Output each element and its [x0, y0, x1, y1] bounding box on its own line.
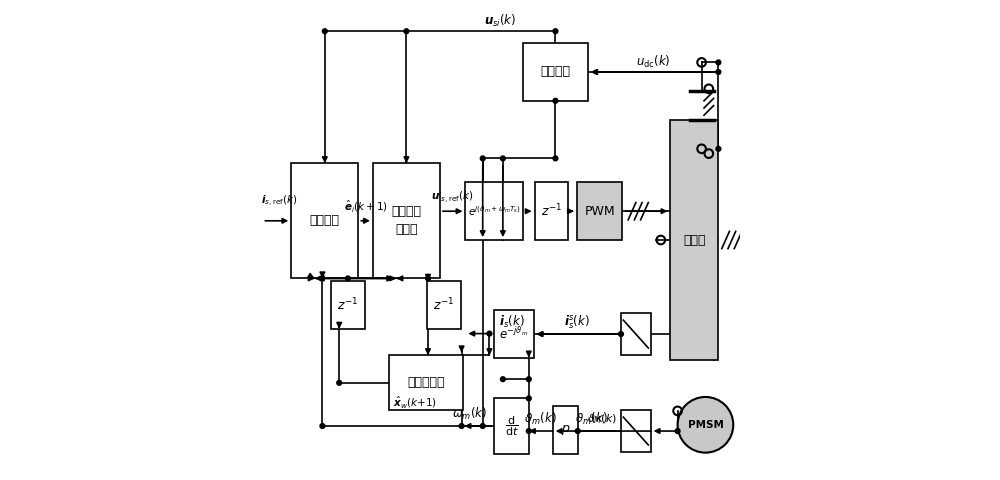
- Text: PMSM: PMSM: [688, 420, 723, 430]
- Bar: [621, 313, 651, 355]
- Circle shape: [553, 98, 558, 103]
- Bar: [331, 281, 365, 329]
- Text: $\hat{\boldsymbol{x}}_w(k{+}1)$: $\hat{\boldsymbol{x}}_w(k{+}1)$: [393, 394, 437, 410]
- Bar: [577, 182, 622, 240]
- Text: 预测模型: 预测模型: [310, 214, 340, 228]
- Text: PWM: PWM: [584, 204, 615, 218]
- Circle shape: [426, 276, 430, 281]
- Circle shape: [459, 423, 464, 428]
- Text: $e^{j(\vartheta_m+\omega_m T_s)}$: $e^{j(\vartheta_m+\omega_m T_s)}$: [468, 204, 521, 218]
- Text: $\boldsymbol{i}_s(k)$: $\boldsymbol{i}_s(k)$: [499, 313, 525, 330]
- Circle shape: [480, 423, 485, 428]
- Circle shape: [553, 156, 558, 161]
- Bar: [553, 406, 578, 454]
- Bar: [621, 410, 651, 452]
- Text: $\vartheta_m(k)$: $\vartheta_m(k)$: [575, 411, 608, 427]
- Text: $z^{-1}$: $z^{-1}$: [433, 297, 454, 313]
- Circle shape: [575, 429, 580, 433]
- Text: $\boldsymbol{u}_{si}(k)$: $\boldsymbol{u}_{si}(k)$: [484, 12, 516, 29]
- Bar: [389, 355, 463, 410]
- Text: $e^{-j\vartheta_m}$: $e^{-j\vartheta_m}$: [499, 325, 529, 342]
- Bar: [523, 43, 588, 101]
- Bar: [494, 398, 529, 454]
- Circle shape: [526, 429, 531, 433]
- Circle shape: [716, 70, 721, 74]
- Text: $\hat{\boldsymbol{e}}_i(k+1)$: $\hat{\boldsymbol{e}}_i(k+1)$: [344, 198, 388, 215]
- Text: $\boldsymbol{i}^s_s(k)$: $\boldsymbol{i}^s_s(k)$: [564, 313, 590, 331]
- Text: 代价函数
最小化: 代价函数 最小化: [391, 205, 421, 236]
- Circle shape: [716, 60, 721, 65]
- Circle shape: [320, 423, 325, 428]
- Circle shape: [322, 29, 327, 34]
- Text: $p$: $p$: [561, 422, 570, 437]
- Circle shape: [487, 331, 492, 336]
- Circle shape: [404, 29, 409, 34]
- Text: 逆变器: 逆变器: [683, 233, 706, 247]
- Circle shape: [716, 146, 721, 151]
- Text: $\vartheta_m(k)$: $\vartheta_m(k)$: [524, 411, 557, 427]
- Bar: [373, 163, 440, 278]
- Circle shape: [345, 276, 350, 281]
- Text: $z^{-1}$: $z^{-1}$: [541, 203, 562, 219]
- Text: $\boldsymbol{u}'_{s,\mathrm{ref}}(k)$: $\boldsymbol{u}'_{s,\mathrm{ref}}(k)$: [431, 189, 474, 204]
- Text: $\boldsymbol{i}_{s,\mathrm{ref}}(k)$: $\boldsymbol{i}_{s,\mathrm{ref}}(k)$: [261, 194, 298, 209]
- Bar: [535, 182, 568, 240]
- Text: $u_{\mathrm{dc}}(k)$: $u_{\mathrm{dc}}(k)$: [636, 54, 670, 71]
- Bar: [494, 310, 534, 358]
- Circle shape: [678, 397, 733, 453]
- Text: 扩张观测器: 扩张观测器: [407, 376, 445, 389]
- Circle shape: [480, 156, 485, 161]
- Text: $\dfrac{\mathrm{d}}{\mathrm{d}t}$: $\dfrac{\mathrm{d}}{\mathrm{d}t}$: [505, 414, 518, 438]
- Bar: [427, 281, 461, 329]
- Text: $\omega_m(k)$: $\omega_m(k)$: [452, 406, 487, 422]
- Bar: [291, 163, 358, 278]
- Circle shape: [500, 156, 505, 161]
- Circle shape: [553, 29, 558, 34]
- Circle shape: [500, 377, 505, 382]
- Text: $z^{-1}$: $z^{-1}$: [337, 297, 358, 313]
- Bar: [670, 120, 718, 360]
- Text: 矢量计算: 矢量计算: [540, 65, 570, 79]
- Circle shape: [337, 380, 342, 385]
- Circle shape: [526, 396, 531, 401]
- Circle shape: [526, 377, 531, 382]
- Circle shape: [675, 429, 680, 433]
- Text: $\vartheta_M(k)$: $\vartheta_M(k)$: [587, 412, 617, 426]
- Circle shape: [619, 332, 623, 336]
- Bar: [465, 182, 523, 240]
